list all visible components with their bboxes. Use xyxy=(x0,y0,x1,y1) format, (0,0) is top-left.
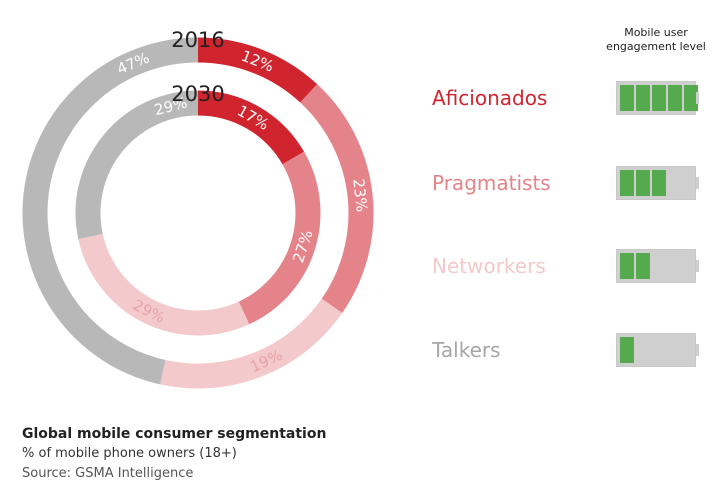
legend-label-aficionados: Aficionados xyxy=(432,86,548,110)
ring-2016-pragmatists-label: 23% xyxy=(349,178,371,213)
engagement-cell xyxy=(668,85,682,111)
legend-item-pragmatists: Pragmatists xyxy=(432,165,602,201)
engagement-meter-pragmatists xyxy=(616,166,699,200)
battery-tip xyxy=(696,92,699,104)
engagement-cell xyxy=(652,85,666,111)
legend-item-networkers: Networkers xyxy=(432,248,602,284)
engagement-cell xyxy=(620,337,634,363)
engagement-cell xyxy=(652,170,666,196)
engagement-header: Mobile user engagement level xyxy=(606,26,706,53)
legend-label-networkers: Networkers xyxy=(432,254,546,278)
ring-2016-aficionados-arc xyxy=(197,37,318,103)
legend-label-pragmatists: Pragmatists xyxy=(432,171,551,195)
ring-2030-pragmatists-arc xyxy=(238,151,321,325)
battery-tip xyxy=(696,260,699,272)
legend-item-talkers: Talkers xyxy=(432,332,602,368)
chart-source: Source: GSMA Intelligence xyxy=(22,466,194,481)
chart-subtitle: % of mobile phone owners (18+) xyxy=(22,446,237,461)
legend-item-aficionados: Aficionados xyxy=(432,80,602,116)
ring-2030-aficionados-arc xyxy=(197,90,305,165)
ring-2016-pragmatists-arc xyxy=(300,84,374,314)
engagement-cell xyxy=(620,85,634,111)
ring-2016-talkers-arc xyxy=(22,37,199,385)
chart-title: Global mobile consumer segmentation xyxy=(22,426,327,442)
engagement-cell xyxy=(636,85,650,111)
engagement-meter-networkers xyxy=(616,249,699,283)
ring-2030-networkers-arc xyxy=(78,233,250,336)
engagement-cell xyxy=(636,170,650,196)
year-label-2016: 2016 xyxy=(171,28,224,52)
chart-caption: Global mobile consumer segmentation % of… xyxy=(22,424,326,484)
engagement-cell xyxy=(636,253,650,279)
engagement-cell xyxy=(620,170,634,196)
battery-tip xyxy=(696,344,699,356)
ring-2030-talkers-arc xyxy=(75,90,199,240)
engagement-meter-aficionados xyxy=(616,81,699,115)
year-label-2030: 2030 xyxy=(171,82,224,106)
engagement-cell xyxy=(684,85,698,111)
battery-tip xyxy=(696,177,699,189)
engagement-cell xyxy=(620,253,634,279)
engagement-meter-talkers xyxy=(616,333,699,367)
ring-2016-networkers-arc xyxy=(160,298,343,389)
legend-label-talkers: Talkers xyxy=(432,338,501,362)
